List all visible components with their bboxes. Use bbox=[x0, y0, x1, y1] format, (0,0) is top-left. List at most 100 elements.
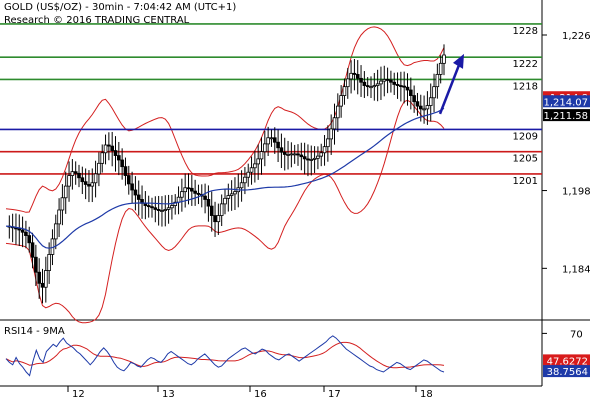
candle-body bbox=[206, 199, 211, 207]
candle-body bbox=[120, 159, 124, 168]
candle-body bbox=[37, 271, 41, 284]
candle-body bbox=[382, 79, 387, 82]
candle-body bbox=[73, 171, 78, 174]
candle-body bbox=[90, 182, 95, 187]
x-tick-label: 13 bbox=[162, 389, 175, 400]
candle-body bbox=[34, 256, 38, 273]
candle-body bbox=[77, 172, 81, 179]
candle-body bbox=[282, 151, 287, 155]
candle-body bbox=[239, 182, 244, 189]
candle-body bbox=[249, 167, 254, 173]
candle-body bbox=[229, 193, 234, 196]
candle-body bbox=[130, 183, 134, 191]
candle-body bbox=[203, 195, 207, 200]
y-tick-label: 1,184 bbox=[562, 264, 590, 275]
x-tick-label: 16 bbox=[254, 389, 267, 400]
candle-body bbox=[292, 153, 297, 156]
candle-body bbox=[193, 190, 197, 194]
candle-body bbox=[196, 192, 201, 195]
candle-body bbox=[316, 155, 320, 159]
level-label-1205: 1205 bbox=[513, 154, 538, 165]
candle-body bbox=[146, 205, 151, 208]
candle-body bbox=[24, 231, 28, 236]
candle-body bbox=[97, 162, 101, 175]
candle-body bbox=[67, 175, 71, 187]
candle-body bbox=[375, 83, 380, 86]
rsi-line bbox=[5, 335, 445, 377]
candle-body bbox=[269, 137, 274, 140]
price-tag-label: 1,211.58 bbox=[543, 111, 588, 122]
candle-body bbox=[355, 74, 360, 79]
candle-body bbox=[279, 147, 284, 153]
level-label-1228: 1228 bbox=[513, 26, 538, 37]
x-tick-label: 17 bbox=[328, 389, 341, 400]
candle-body bbox=[190, 187, 194, 192]
candle-body bbox=[402, 85, 406, 88]
candle-body bbox=[63, 185, 68, 199]
candle-body bbox=[389, 79, 393, 83]
candle-body bbox=[103, 144, 108, 154]
candle-body bbox=[286, 154, 290, 156]
candle-body bbox=[110, 145, 114, 151]
candle-body bbox=[352, 72, 357, 75]
candle-body bbox=[349, 72, 353, 80]
forecast-arrow-shaft bbox=[438, 59, 463, 115]
candle-body bbox=[309, 159, 314, 161]
candle-body bbox=[339, 95, 343, 107]
candle-body bbox=[362, 81, 367, 86]
candle-body bbox=[150, 206, 154, 209]
candle-body bbox=[312, 157, 317, 160]
candle-body bbox=[432, 86, 436, 99]
x-tick-label: 18 bbox=[420, 389, 433, 400]
candle-body bbox=[226, 195, 231, 199]
candle-body bbox=[233, 191, 237, 195]
candle-body bbox=[117, 155, 121, 161]
candle-body bbox=[405, 86, 410, 91]
candle-body bbox=[409, 89, 413, 96]
candle-body bbox=[136, 194, 141, 200]
level-label-1222: 1222 bbox=[513, 59, 538, 70]
price-tag-box bbox=[543, 95, 590, 108]
candle-body bbox=[438, 62, 443, 75]
price-tag-label: 1,214.07 bbox=[543, 97, 588, 108]
candle-body bbox=[183, 187, 187, 193]
candle-body bbox=[83, 181, 88, 185]
candle-body bbox=[379, 80, 383, 85]
candle-body bbox=[223, 197, 227, 205]
candle-body bbox=[425, 105, 430, 110]
candle-body bbox=[299, 154, 304, 158]
candle-body bbox=[395, 84, 400, 86]
level-label-1201: 1201 bbox=[513, 176, 538, 187]
candle-body bbox=[345, 78, 350, 88]
candle-body bbox=[173, 201, 178, 206]
candle-body bbox=[372, 85, 377, 88]
x-tick-label: 12 bbox=[72, 389, 85, 400]
y-tick-label: 1,226 bbox=[562, 31, 590, 42]
candle-body bbox=[296, 153, 300, 156]
candle-body bbox=[123, 166, 128, 176]
candle-body bbox=[133, 189, 138, 196]
candle-body bbox=[415, 101, 420, 107]
rsi-value-box bbox=[543, 354, 590, 367]
candle-body bbox=[186, 187, 191, 190]
rsi-label: RSI14 - 9MA bbox=[4, 326, 65, 337]
candle-body bbox=[126, 175, 131, 185]
bollinger-lower-band bbox=[5, 99, 445, 324]
price-tag-box bbox=[543, 109, 590, 122]
candle-body bbox=[369, 86, 373, 89]
candle-body bbox=[219, 203, 224, 216]
bollinger-upper-band bbox=[5, 26, 445, 213]
y-tick-label: 1,198 bbox=[562, 187, 590, 198]
chart-subtitle: Research © 2016 TRADING CENTRAL bbox=[4, 15, 190, 26]
candle-body bbox=[53, 223, 58, 240]
rsi-tick-label: 70 bbox=[570, 329, 583, 340]
candle-body bbox=[246, 171, 251, 178]
candle-body bbox=[326, 138, 330, 148]
candle-body bbox=[47, 254, 51, 271]
candle-body bbox=[160, 210, 164, 212]
candle-body bbox=[289, 153, 294, 156]
candle-body bbox=[40, 282, 45, 288]
candle-body bbox=[180, 191, 184, 198]
candle-body bbox=[329, 128, 333, 140]
